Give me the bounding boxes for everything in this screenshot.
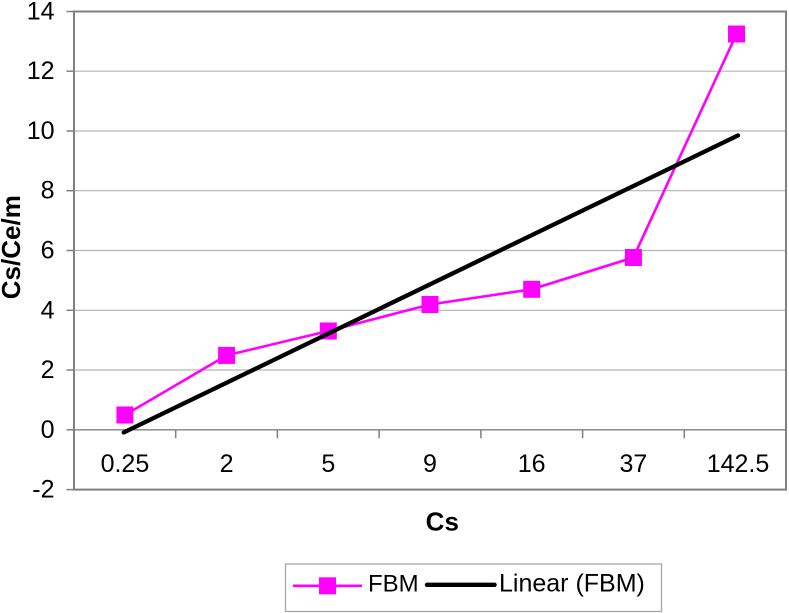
svg-text:FBM: FBM [368, 571, 419, 598]
svg-text:-2: -2 [32, 476, 54, 504]
svg-text:16: 16 [518, 450, 546, 478]
svg-text:Linear (FBM): Linear (FBM) [499, 570, 645, 598]
svg-text:12: 12 [27, 57, 55, 85]
svg-text:10: 10 [27, 117, 55, 145]
svg-text:4: 4 [41, 296, 55, 324]
svg-text:Cs: Cs [426, 507, 459, 537]
svg-text:5: 5 [321, 450, 335, 478]
svg-text:37: 37 [619, 450, 647, 478]
svg-text:Cs/Ce/m: Cs/Ce/m [0, 195, 26, 299]
svg-text:8: 8 [41, 177, 55, 205]
svg-text:6: 6 [41, 237, 55, 265]
svg-text:2: 2 [220, 450, 234, 478]
svg-text:0: 0 [41, 416, 55, 444]
svg-text:14: 14 [27, 0, 55, 26]
svg-text:0.25: 0.25 [101, 450, 150, 478]
svg-text:142.5: 142.5 [707, 450, 770, 478]
svg-text:2: 2 [41, 356, 55, 384]
svg-text:9: 9 [423, 450, 437, 478]
